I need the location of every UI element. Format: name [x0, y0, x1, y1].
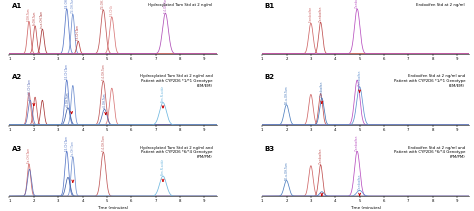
- Text: Z-endoxifen: Z-endoxifen: [319, 5, 323, 22]
- Text: F-4-OH-Tam: F-4-OH-Tam: [65, 63, 69, 79]
- Text: Z-endoxifen: Z-endoxifen: [357, 70, 362, 86]
- Text: Z-endoxifen: Z-endoxifen: [320, 81, 324, 97]
- Text: Tam-N-oxide: Tam-N-oxide: [161, 158, 165, 175]
- Text: Endoxifen Std at 2 ng/ml and
Patient with CYP2D6 *1/*1 Genotype
(EM/EM): Endoxifen Std at 2 ng/ml and Patient wit…: [393, 74, 465, 88]
- Text: NO-a-OH-Tam: NO-a-OH-Tam: [284, 161, 289, 180]
- Text: E-OH-Tam: E-OH-Tam: [27, 7, 31, 21]
- X-axis label: Time (minutes): Time (minutes): [97, 206, 129, 210]
- Text: F'-4-OH-Tam: F'-4-OH-Tam: [101, 135, 105, 151]
- Text: Tam-N-oxide: Tam-N-oxide: [161, 85, 165, 102]
- Text: A2: A2: [11, 74, 22, 80]
- Text: F'-4-OH-Tam: F'-4-OH-Tam: [164, 0, 167, 13]
- Text: B2: B2: [264, 74, 274, 80]
- Text: NO-a-OH-Tam: NO-a-OH-Tam: [284, 85, 289, 104]
- Text: E-a-OH-Tam: E-a-OH-Tam: [27, 147, 31, 163]
- Text: F-3-OH-k: F-3-OH-k: [110, 4, 114, 16]
- Text: Hydroxylated Tam Std at 2 ng/ml: Hydroxylated Tam Std at 2 ng/ml: [148, 3, 212, 7]
- Text: A3: A3: [11, 146, 22, 152]
- Text: F-4-OH-Tam: F-4-OH-Tam: [65, 135, 69, 151]
- Text: Z-endoxifen: Z-endoxifen: [355, 0, 359, 8]
- Text: Endoxifen Std at 2 ng/ml: Endoxifen Std at 2 ng/ml: [417, 3, 465, 7]
- Text: E-4-OH-Tam: E-4-OH-Tam: [65, 0, 69, 8]
- Text: Hydroxylated Tam Std at 2 ng/ml and
Patient with CYP2D6 *1/*1 Genotype
(EM/EM): Hydroxylated Tam Std at 2 ng/ml and Pati…: [139, 74, 212, 88]
- Text: Z-4-OH-Tam: Z-4-OH-Tam: [71, 0, 75, 14]
- Text: Z-endoxifen: Z-endoxifen: [319, 148, 323, 164]
- Text: F'-4-OH-Tam: F'-4-OH-Tam: [101, 64, 105, 80]
- Text: r-4-OH-Tam: r-4-OH-Tam: [66, 92, 70, 107]
- Text: Z-4-OH-Tam: Z-4-OH-Tam: [101, 0, 105, 9]
- Text: s-and-E-OH-Tam: s-and-E-OH-Tam: [28, 77, 32, 100]
- Text: B3: B3: [264, 146, 274, 152]
- Text: cis-e-OH-Tam: cis-e-OH-Tam: [40, 10, 45, 28]
- Text: Hydroxylated Tam Std at 2 ng/ml and
Patient with CYP2D6 *6/*4 Genotype
(PM/PM): Hydroxylated Tam Std at 2 ng/ml and Pati…: [139, 146, 212, 159]
- Text: B1: B1: [264, 3, 274, 9]
- Text: A1: A1: [11, 3, 22, 9]
- Text: Z-endoxifen: Z-endoxifen: [357, 173, 362, 190]
- Text: E-endoxifen: E-endoxifen: [309, 6, 313, 22]
- Text: r-4-OH-Tam: r-4-OH-Tam: [102, 93, 107, 108]
- Text: F-a-OH-Tam: F-a-OH-Tam: [71, 140, 75, 156]
- Text: Z-endoxifen: Z-endoxifen: [355, 134, 359, 151]
- X-axis label: Time (minutes): Time (minutes): [350, 206, 382, 210]
- Text: F-3-OH-Tam: F-3-OH-Tam: [76, 24, 80, 40]
- Text: F=OH-Tam: F=OH-Tam: [33, 11, 37, 25]
- Text: Endoxifen Std at 2 ng/ml and
Patient with CYP2D6 *6/*4 Genotype
(PM/PM): Endoxifen Std at 2 ng/ml and Patient wit…: [394, 146, 465, 159]
